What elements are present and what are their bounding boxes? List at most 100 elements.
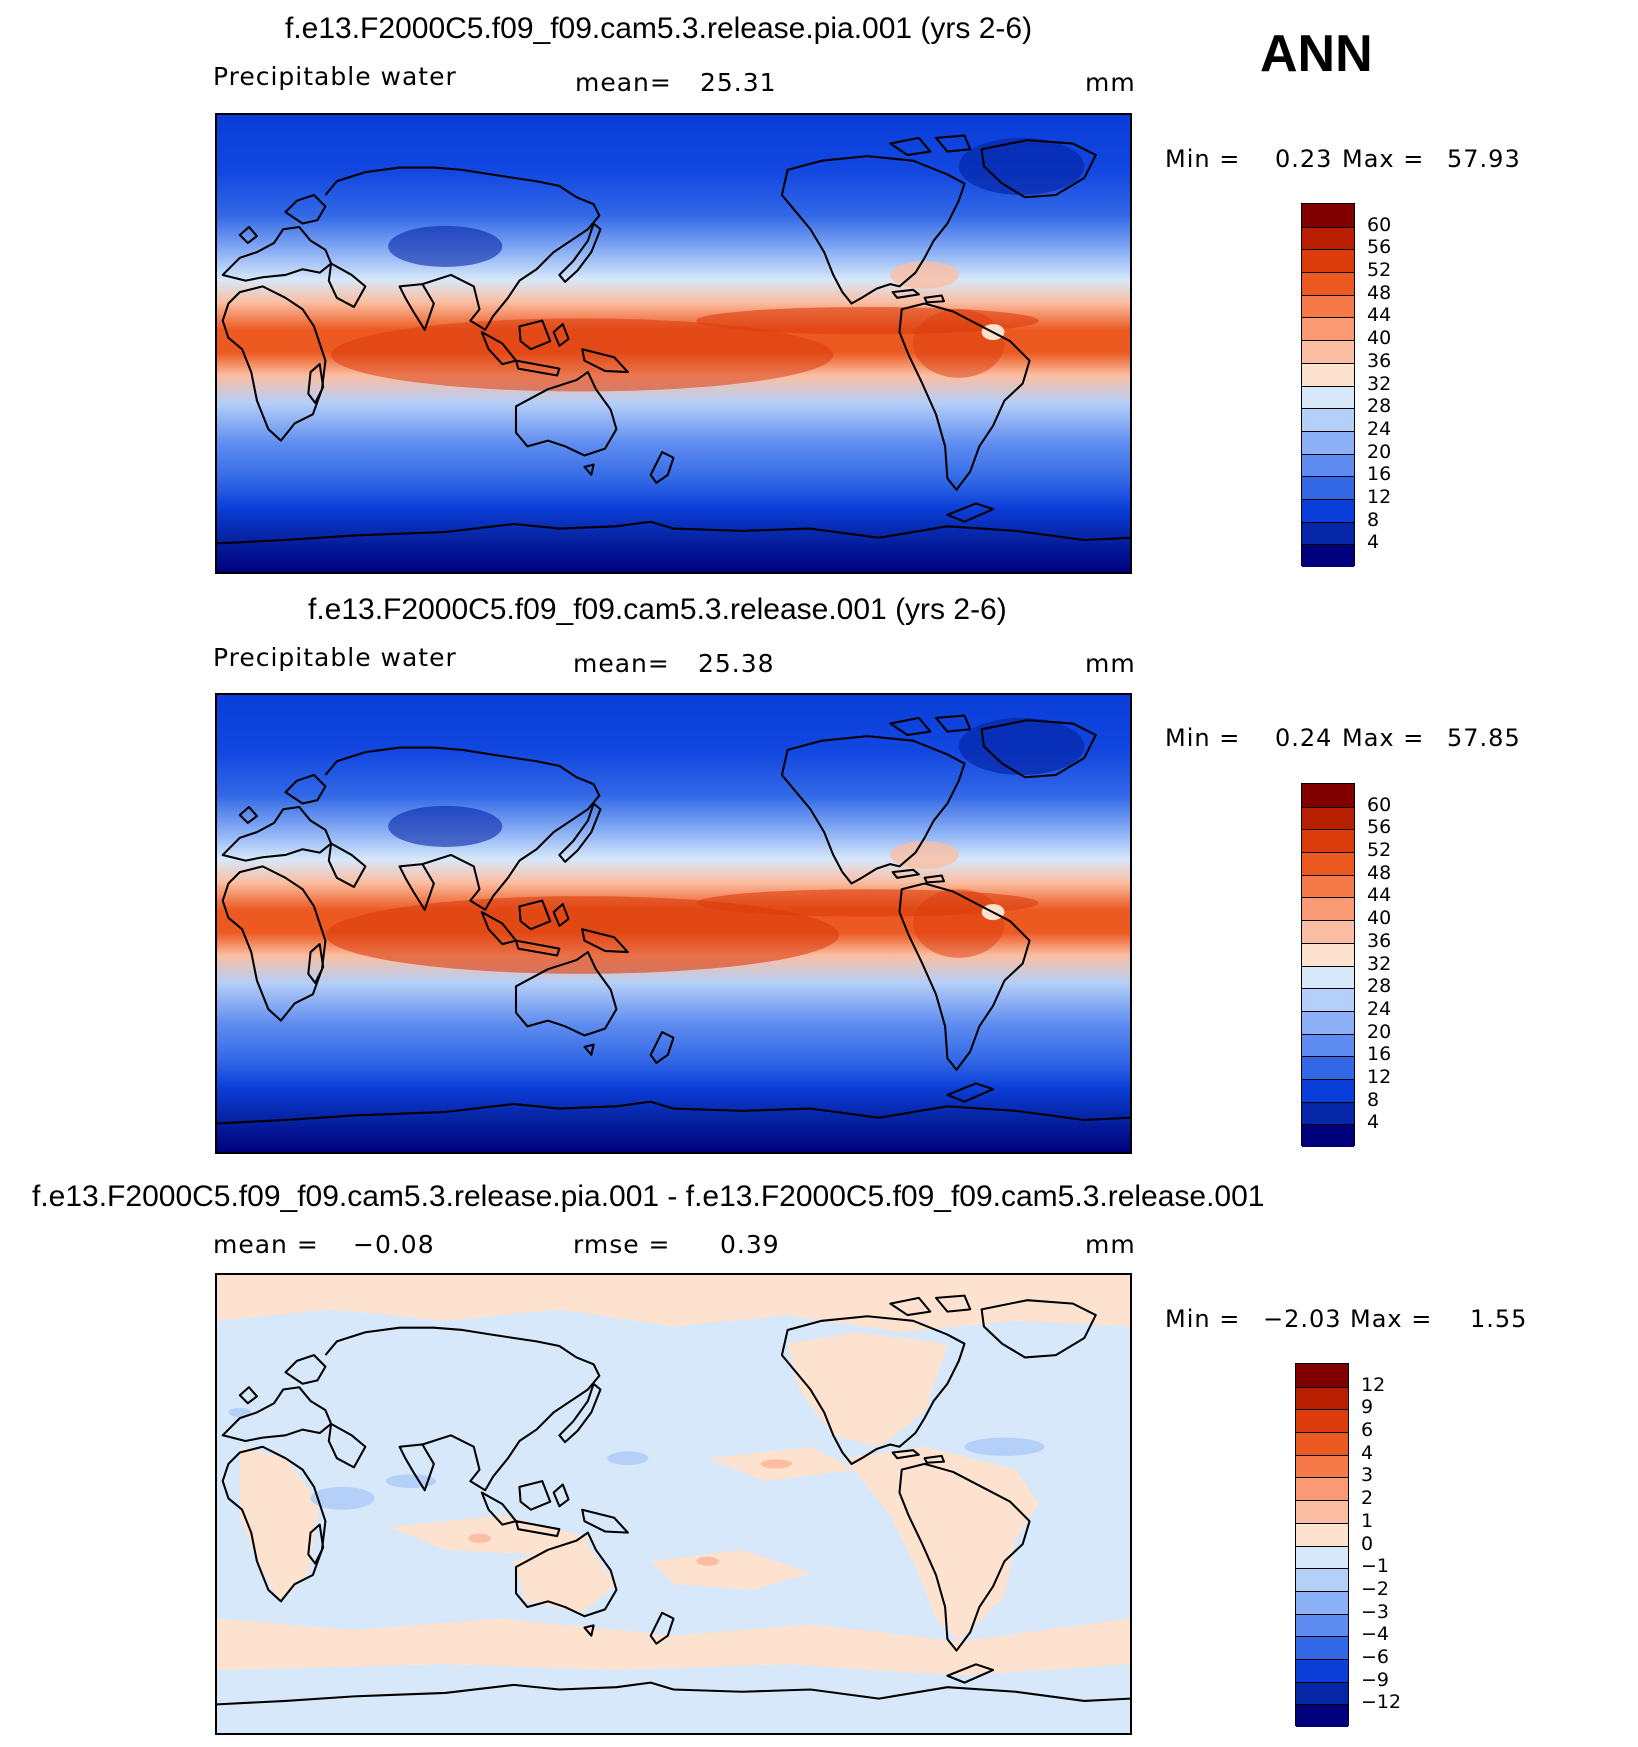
colorbar-swatch — [1302, 1033, 1354, 1057]
colorbar-swatch — [1296, 1409, 1348, 1433]
colorbar-tick-label: 12 — [1367, 1065, 1392, 1088]
colorbar-swatch — [1302, 1078, 1354, 1102]
colorbar-tick-label: 4 — [1367, 531, 1380, 554]
colorbar-tick-label: 32 — [1367, 952, 1392, 975]
panel-1-units: mm — [1085, 68, 1136, 97]
colorbar-tick-label: 28 — [1367, 975, 1392, 998]
panel-1-max-value: 57.93 — [1447, 145, 1521, 173]
panel-2-min-label: Min = — [1165, 724, 1241, 752]
colorbar-tick-label: 56 — [1367, 816, 1392, 839]
colorbar-swatch — [1302, 965, 1354, 989]
colorbar-swatch — [1296, 1432, 1348, 1455]
colorbar-swatch — [1302, 317, 1354, 341]
panel-1-min-value: 0.23 — [1275, 145, 1333, 173]
colorbar-tick-label: 56 — [1367, 236, 1392, 259]
colorbar-swatch — [1302, 1101, 1354, 1125]
colorbar-tick-label: 8 — [1367, 508, 1380, 531]
colorbar-swatch — [1302, 988, 1354, 1011]
colorbar-swatch — [1302, 408, 1354, 431]
colorbar-swatch — [1296, 1704, 1348, 1727]
panel-2-colorbar — [1301, 783, 1355, 1147]
panel-3-mean-value: −0.08 — [353, 1230, 435, 1259]
panel-3-max-value: 1.55 — [1470, 1305, 1528, 1333]
colorbar-tick-label: 20 — [1367, 440, 1392, 463]
colorbar-swatch — [1296, 1658, 1348, 1682]
panel-2-units: mm — [1085, 649, 1136, 678]
colorbar-swatch — [1302, 544, 1354, 567]
colorbar-swatch — [1302, 806, 1354, 830]
colorbar-tick-label: 9 — [1361, 1396, 1374, 1419]
panel-2-title: f.e13.F2000C5.f09_f09.cam5.3.release.001… — [308, 593, 1007, 626]
colorbar-tick-label: 32 — [1367, 372, 1392, 395]
colorbar-tick-label: 16 — [1367, 1043, 1392, 1066]
colorbar-tick-label: −6 — [1361, 1645, 1390, 1668]
colorbar-swatch — [1296, 1364, 1348, 1387]
colorbar-tick-label: 8 — [1367, 1088, 1380, 1111]
panel-2-mean-value: 25.38 — [698, 649, 775, 678]
colorbar-swatch — [1302, 362, 1354, 386]
colorbar-swatch — [1302, 249, 1354, 273]
panel-1-max-label: Max = — [1342, 145, 1425, 173]
colorbar-swatch — [1302, 204, 1354, 227]
colorbar-tick-label: 48 — [1367, 861, 1392, 884]
colorbar-tick-label: 60 — [1367, 793, 1392, 816]
colorbar-swatch — [1302, 829, 1354, 853]
panel-3-title: f.e13.F2000C5.f09_f09.cam5.3.release.pia… — [32, 1180, 1265, 1213]
colorbar-tick-label: −12 — [1361, 1691, 1402, 1714]
panel-3-min-label: Min = — [1165, 1305, 1241, 1333]
colorbar-tick-label: 60 — [1367, 213, 1392, 236]
colorbar-tick-label: 24 — [1367, 417, 1392, 440]
colorbar-tick-label: 36 — [1367, 929, 1392, 952]
panel-1-variable-label: Precipitable water — [213, 62, 457, 91]
colorbar-swatch — [1302, 453, 1354, 477]
colorbar-tick-label: 4 — [1361, 1441, 1374, 1464]
panel-3-rmse-value: 0.39 — [720, 1230, 780, 1259]
colorbar-swatch — [1296, 1681, 1348, 1705]
panel-3-mean-label: mean = — [213, 1230, 319, 1259]
panel-1-map — [215, 113, 1132, 574]
colorbar-tick-label: −4 — [1361, 1623, 1390, 1646]
colorbar-swatch — [1296, 1386, 1348, 1410]
panel-3-min-value: −2.03 — [1263, 1305, 1342, 1333]
colorbar-swatch — [1296, 1545, 1348, 1569]
colorbar-tick-label: 36 — [1367, 349, 1392, 372]
colorbar-swatch — [1302, 385, 1354, 409]
colorbar-swatch — [1302, 476, 1354, 499]
colorbar-swatch — [1302, 1010, 1354, 1034]
colorbar-tick-label: 1 — [1361, 1509, 1374, 1532]
colorbar-swatch — [1302, 897, 1354, 921]
colorbar-swatch — [1302, 784, 1354, 807]
colorbar-swatch — [1302, 340, 1354, 363]
panel-2-map — [215, 693, 1132, 1154]
colorbar-tick-label: −9 — [1361, 1668, 1390, 1691]
colorbar-tick-label: 40 — [1367, 327, 1392, 350]
colorbar-tick-label: 3 — [1361, 1464, 1374, 1487]
panel-1-colorbar — [1301, 203, 1355, 567]
colorbar-tick-label: −3 — [1361, 1600, 1390, 1623]
colorbar-tick-label: 2 — [1361, 1487, 1374, 1510]
colorbar-swatch — [1302, 1124, 1354, 1147]
colorbar-tick-label: 6 — [1361, 1419, 1374, 1442]
colorbar-swatch — [1296, 1477, 1348, 1501]
colorbar-tick-label: 20 — [1367, 1020, 1392, 1043]
colorbar-tick-label: 0 — [1361, 1532, 1374, 1555]
colorbar-swatch — [1302, 430, 1354, 454]
panel-1-min-label: Min = — [1165, 145, 1241, 173]
colorbar-tick-label: 52 — [1367, 839, 1392, 862]
colorbar-swatch — [1296, 1522, 1348, 1546]
colorbar-swatch — [1296, 1636, 1348, 1659]
panel-1-title: f.e13.F2000C5.f09_f09.cam5.3.release.pia… — [285, 12, 1033, 45]
colorbar-swatch — [1302, 294, 1354, 318]
colorbar-tick-label: 40 — [1367, 907, 1392, 930]
colorbar-swatch — [1296, 1613, 1348, 1637]
colorbar-tick-label: 48 — [1367, 281, 1392, 304]
season-label: ANN — [1260, 25, 1373, 83]
panel-1-mean-label: mean= — [575, 68, 672, 97]
colorbar-tick-label: 44 — [1367, 304, 1392, 327]
colorbar-swatch — [1302, 226, 1354, 250]
panel-1-mean-value: 25.31 — [700, 68, 777, 97]
panel-3-max-label: Max = — [1350, 1305, 1433, 1333]
colorbar-swatch — [1302, 1056, 1354, 1079]
colorbar-swatch — [1302, 852, 1354, 875]
colorbar-swatch — [1302, 272, 1354, 295]
